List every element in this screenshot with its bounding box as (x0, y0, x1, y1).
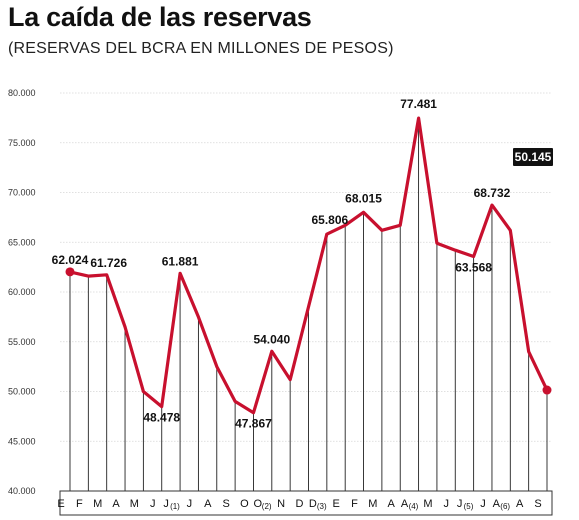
x-tick-label: J (187, 498, 193, 510)
x-tick-label: D (296, 498, 304, 510)
x-axis-band (59, 490, 553, 516)
y-tick-label: 65.000 (8, 237, 36, 247)
x-tick-label: A (112, 498, 120, 510)
x-tick-sublabel: (5) (464, 502, 474, 511)
x-tick-sublabel: (6) (500, 502, 510, 511)
x-tick-label: A (401, 498, 409, 510)
series-path (68, 116, 549, 415)
gridlines (60, 92, 552, 492)
x-tick-label: F (351, 498, 358, 510)
data-label: 48.478 (143, 411, 180, 425)
x-tick-label: S (534, 498, 541, 510)
data-label: 62.024 (52, 253, 89, 267)
x-tick-label: M (93, 498, 102, 510)
x-tick-sublabel: (3) (317, 502, 327, 511)
x-tick-label: M (130, 498, 139, 510)
data-label: 65.806 (311, 213, 348, 227)
data-label: 50.145 (515, 150, 552, 164)
x-tick-sublabel: (1) (170, 502, 180, 511)
y-tick-label: 75.000 (8, 138, 36, 148)
x-tick-label: D (309, 498, 317, 510)
data-label-box (513, 148, 553, 166)
x-tick-label: S (222, 498, 229, 510)
x-tick-label: J (150, 498, 156, 510)
x-tick-label: M (368, 498, 377, 510)
x-tick-label: J (480, 498, 486, 510)
data-label: 47.867 (235, 417, 272, 431)
x-tick-label: M (423, 498, 432, 510)
y-tick-label: 70.000 (8, 188, 36, 198)
x-tick-label: A (516, 498, 524, 510)
x-tick-label: J (163, 498, 169, 510)
x-tick-label: J (444, 498, 450, 510)
y-tick-label: 55.000 (8, 337, 36, 347)
data-label: 77.481 (400, 97, 437, 111)
x-tick-sublabel: (2) (262, 502, 272, 511)
data-label: 63.568 (455, 260, 492, 274)
data-label: 68.015 (345, 191, 382, 205)
x-tick-label: F (76, 498, 83, 510)
data-labels: 62.024 61.726 48.478 61.881 47.867 54.040 65.8… (52, 97, 553, 431)
y-tick-label: 40.000 (8, 486, 36, 496)
y-tick-label: 60.000 (8, 287, 36, 297)
x-axis: E F M A M J J (1) J A S O O (2) N D D (3) E F M A A (4) M J J (5) J A… (57, 490, 553, 516)
data-label: 61.881 (162, 254, 199, 268)
x-tick-label: E (333, 498, 340, 510)
x-tick-label: O (240, 498, 249, 510)
drop-lines (69, 118, 548, 515)
end-points (65, 267, 552, 395)
y-tick-label: 80.000 (8, 88, 36, 98)
x-tick-label: A (388, 498, 396, 510)
x-tick-label: A (204, 498, 212, 510)
y-tick-label: 45.000 (8, 436, 36, 446)
data-label: 61.726 (90, 256, 127, 270)
x-tick-label: O (254, 498, 263, 510)
series-line (68, 116, 549, 415)
x-tick-sublabel: (4) (409, 502, 419, 511)
chart-subtitle: (RESERVAS DEL BCRA EN MILLONES DE PESOS) (8, 40, 394, 57)
x-tick-label: J (457, 498, 463, 510)
data-label: 54.040 (253, 332, 290, 346)
x-tick-label: N (277, 498, 285, 510)
chart-title: La caída de las reservas (8, 2, 312, 32)
y-tick-label: 50.000 (8, 387, 36, 397)
x-tick-label: E (57, 498, 64, 510)
y-axis: 40.000 45.000 50.000 55.000 60.000 65.000 70.0… (8, 88, 36, 496)
data-label: 68.732 (474, 186, 511, 200)
data-point (65, 267, 75, 277)
x-tick-label: A (493, 498, 501, 510)
data-point (542, 385, 552, 395)
